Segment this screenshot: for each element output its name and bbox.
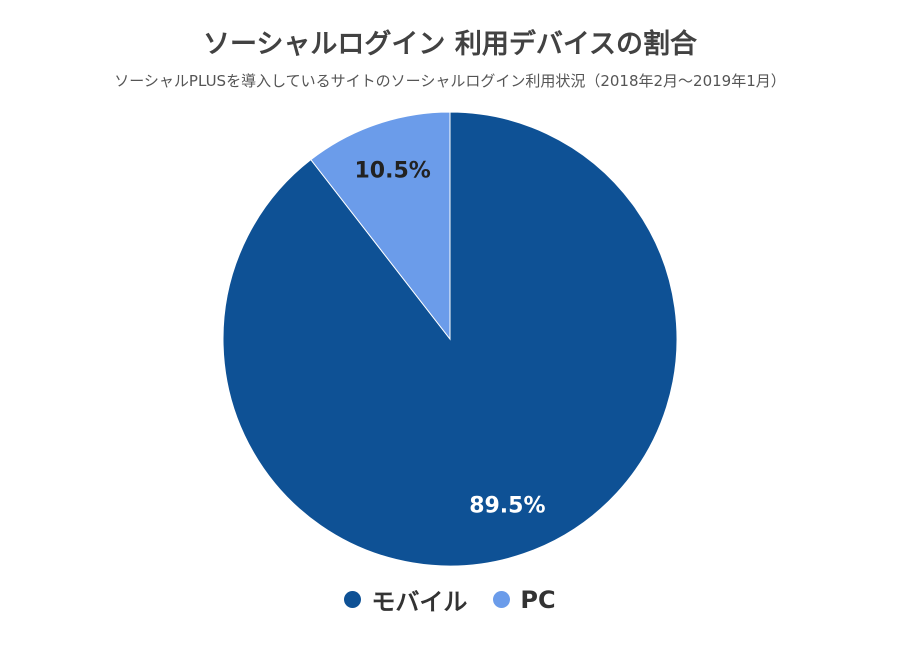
- chart-legend: モバイル PC: [0, 582, 900, 617]
- legend-item-pc: PC: [493, 585, 556, 614]
- pie-data-label-0: 89.5%: [469, 494, 545, 519]
- legend-swatch-mobile: [344, 591, 362, 608]
- chart-title: ソーシャルログイン 利用デバイスの割合: [202, 29, 698, 60]
- legend-swatch-pc: [493, 591, 511, 608]
- legend-label-pc: PC: [520, 585, 556, 614]
- pie-slice-1: [310, 111, 451, 341]
- legend-label-mobile: モバイル: [371, 588, 468, 616]
- legend-item-mobile: モバイル: [344, 582, 467, 617]
- chart-subtitle: ソーシャルPLUSを導入しているサイトのソーシャルログイン利用状況（2018年2…: [114, 72, 786, 90]
- pie-data-label-1: 10.5%: [354, 158, 430, 183]
